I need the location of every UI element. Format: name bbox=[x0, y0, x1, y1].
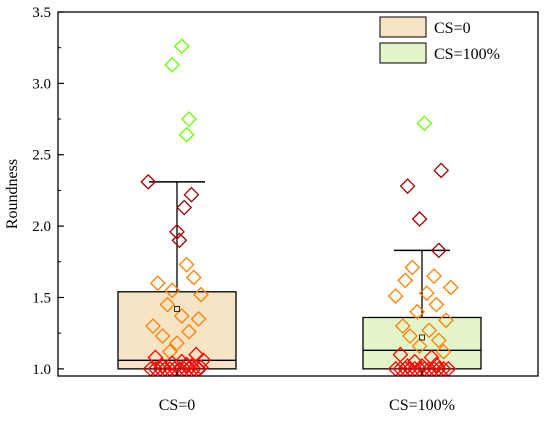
data-point bbox=[159, 296, 176, 313]
data-point bbox=[387, 288, 404, 304]
data-point bbox=[181, 323, 197, 340]
plot-area: 1.0 1.5 2.0 2.5 3.0 3.5 CS=0 CS=100% bbox=[32, 5, 539, 414]
data-point bbox=[183, 358, 200, 374]
data-point bbox=[190, 310, 207, 327]
legend: CS=0 CS=100% bbox=[379, 16, 500, 64]
data-point bbox=[178, 126, 195, 143]
data-point bbox=[154, 358, 171, 374]
data-point bbox=[442, 279, 459, 296]
data-point bbox=[421, 322, 438, 339]
data-point bbox=[394, 318, 411, 334]
data-point bbox=[178, 256, 195, 273]
data-point bbox=[193, 286, 209, 303]
data-point bbox=[188, 346, 205, 363]
data-point bbox=[169, 335, 185, 352]
data-point bbox=[171, 232, 188, 249]
data-point bbox=[154, 328, 171, 344]
y-tick-label: 1.0 bbox=[32, 362, 51, 378]
data-point bbox=[411, 338, 428, 354]
data-point bbox=[173, 308, 190, 324]
series-1 bbox=[117, 38, 237, 377]
data-point bbox=[164, 355, 181, 372]
data-point bbox=[149, 275, 166, 292]
data-point bbox=[430, 242, 447, 259]
data-point bbox=[169, 223, 185, 240]
data-point bbox=[399, 358, 416, 374]
y-tick-label: 3.5 bbox=[32, 5, 51, 21]
data-point bbox=[397, 272, 414, 289]
data-point bbox=[185, 269, 202, 286]
data-point bbox=[418, 285, 435, 302]
data-point bbox=[181, 111, 197, 127]
data-point bbox=[438, 312, 454, 329]
data-point bbox=[411, 211, 428, 227]
legend-label: CS=100% bbox=[434, 46, 500, 63]
data-point bbox=[430, 332, 447, 349]
data-point bbox=[428, 296, 445, 313]
data-point bbox=[399, 178, 416, 195]
legend-swatch bbox=[379, 42, 427, 64]
data-point bbox=[140, 173, 157, 190]
data-point bbox=[404, 259, 421, 276]
mean-marker bbox=[174, 306, 180, 312]
x-tick-label: CS=100% bbox=[389, 397, 455, 414]
box bbox=[117, 291, 237, 370]
data-point bbox=[147, 349, 164, 366]
x-tick-label: CS=0 bbox=[159, 397, 196, 414]
y-tick-label: 2.0 bbox=[32, 219, 51, 235]
data-point bbox=[145, 318, 161, 334]
y-tick-label: 3.0 bbox=[32, 76, 51, 92]
y-tick-label: 1.5 bbox=[32, 290, 51, 306]
data-point bbox=[173, 38, 190, 55]
data-point bbox=[426, 268, 442, 284]
legend-label: CS=0 bbox=[434, 20, 471, 37]
data-point bbox=[416, 115, 433, 132]
data-point bbox=[164, 282, 181, 299]
data-point bbox=[433, 162, 450, 179]
data-point bbox=[178, 356, 195, 373]
data-point bbox=[164, 56, 181, 73]
data-point bbox=[409, 303, 426, 320]
y-tick-label: 2.5 bbox=[32, 148, 51, 164]
box bbox=[362, 316, 482, 370]
data-point bbox=[428, 356, 445, 373]
data-point bbox=[402, 328, 418, 344]
data-point bbox=[406, 353, 423, 370]
data-point bbox=[183, 186, 200, 203]
legend-swatch bbox=[379, 16, 427, 38]
series-2 bbox=[362, 115, 482, 377]
plot-frame bbox=[57, 11, 539, 377]
data-point bbox=[176, 199, 193, 216]
mean-marker bbox=[419, 334, 425, 341]
data-point bbox=[435, 343, 452, 360]
y-axis-title: Roundness bbox=[4, 159, 21, 229]
data-point bbox=[193, 359, 209, 376]
